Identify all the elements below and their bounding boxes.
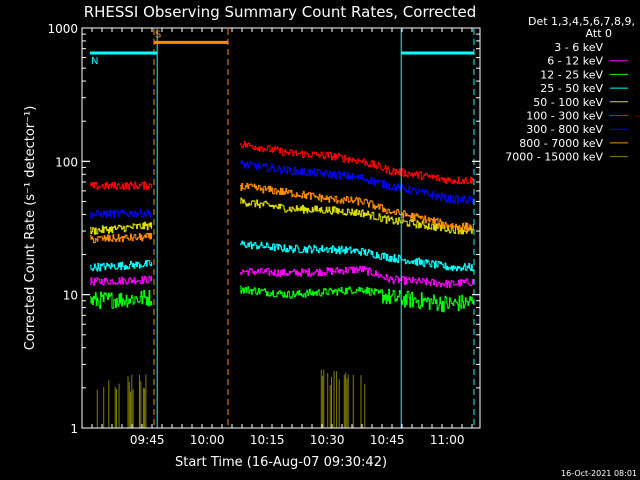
x-tick-label: 10:30 — [310, 433, 345, 447]
legend-header-line2: Att 0 — [586, 27, 612, 40]
legend-label-5: 100 - 300 keV — [526, 110, 603, 123]
plot-frame — [81, 27, 481, 429]
series-4-segment-0 — [90, 221, 153, 235]
y-tick-label: 1 — [70, 422, 78, 436]
legend-label-1: 6 - 12 keV — [547, 55, 603, 68]
series-7 — [90, 182, 474, 244]
x-tick-label: 11:00 — [430, 433, 465, 447]
series-6-segment-0 — [90, 208, 153, 219]
series-1-segment-1 — [240, 265, 474, 288]
series-6 — [90, 160, 474, 219]
series-5-segment-1 — [240, 141, 474, 185]
legend-label-3: 25 - 50 keV — [540, 82, 603, 95]
series-3-segment-1 — [240, 240, 474, 272]
series-3 — [90, 240, 474, 272]
y-tick-label: 1000 — [47, 22, 78, 36]
x-tick-label: 09:45 — [130, 433, 165, 447]
series-2-segment-0 — [90, 290, 153, 309]
series-0-segment-1 — [240, 296, 474, 339]
series-2-segment-1 — [240, 285, 474, 313]
series-8-segment-1 — [320, 369, 366, 428]
legend-label-8: 7000 - 15000 keV — [505, 151, 603, 164]
x-axis-label: Start Time (16-Aug-07 09:30:42) — [175, 455, 387, 470]
series-4 — [90, 197, 474, 235]
y-axis: 1 10 100 1000 — [47, 22, 480, 436]
chart-title: RHESSI Observing Summary Count Rates, Co… — [84, 3, 477, 21]
series-4-segment-1 — [240, 197, 474, 235]
legend-label-2: 12 - 25 keV — [540, 68, 603, 81]
y-axis-label: Corrected Count Rate (s⁻¹ detector⁻¹) — [23, 106, 38, 351]
series-8 — [96, 369, 366, 428]
series-3-segment-0 — [90, 260, 153, 272]
legend-label-0: 3 - 6 keV — [554, 41, 603, 54]
series-6-segment-1 — [240, 160, 474, 204]
flag-label-N: N — [91, 56, 98, 67]
legend-label-6: 300 - 800 keV — [526, 123, 603, 136]
y-tick-label: 10 — [63, 289, 78, 303]
series-1-segment-0 — [90, 275, 153, 286]
series-8-segment-0 — [96, 374, 147, 428]
series-5 — [90, 141, 474, 191]
legend-label-7: 800 - 7000 keV — [519, 137, 603, 150]
series-0-segment-0 — [90, 317, 153, 336]
flag-label-S: S — [155, 29, 161, 40]
series-7-segment-0 — [90, 232, 153, 244]
series-2 — [90, 285, 474, 313]
plot-area: SN — [90, 29, 475, 428]
x-axis: 09:45 10:00 10:15 10:30 10:45 11:00 — [81, 28, 473, 447]
y-tick-label: 100 — [55, 155, 78, 169]
x-tick-label: 10:15 — [250, 433, 285, 447]
x-tick-label: 10:45 — [370, 433, 405, 447]
legend-label-4: 50 - 100 keV — [533, 96, 603, 109]
x-tick-label: 10:00 — [190, 433, 225, 447]
legend-header-line1: Det 1,3,4,5,6,7,8,9, — [528, 15, 635, 28]
series-7-segment-1 — [240, 182, 474, 232]
generated-timestamp: 16-Oct-2021 08:01 — [561, 469, 637, 478]
series-5-segment-0 — [90, 181, 153, 191]
series-1 — [90, 265, 474, 288]
series-0 — [90, 296, 474, 339]
